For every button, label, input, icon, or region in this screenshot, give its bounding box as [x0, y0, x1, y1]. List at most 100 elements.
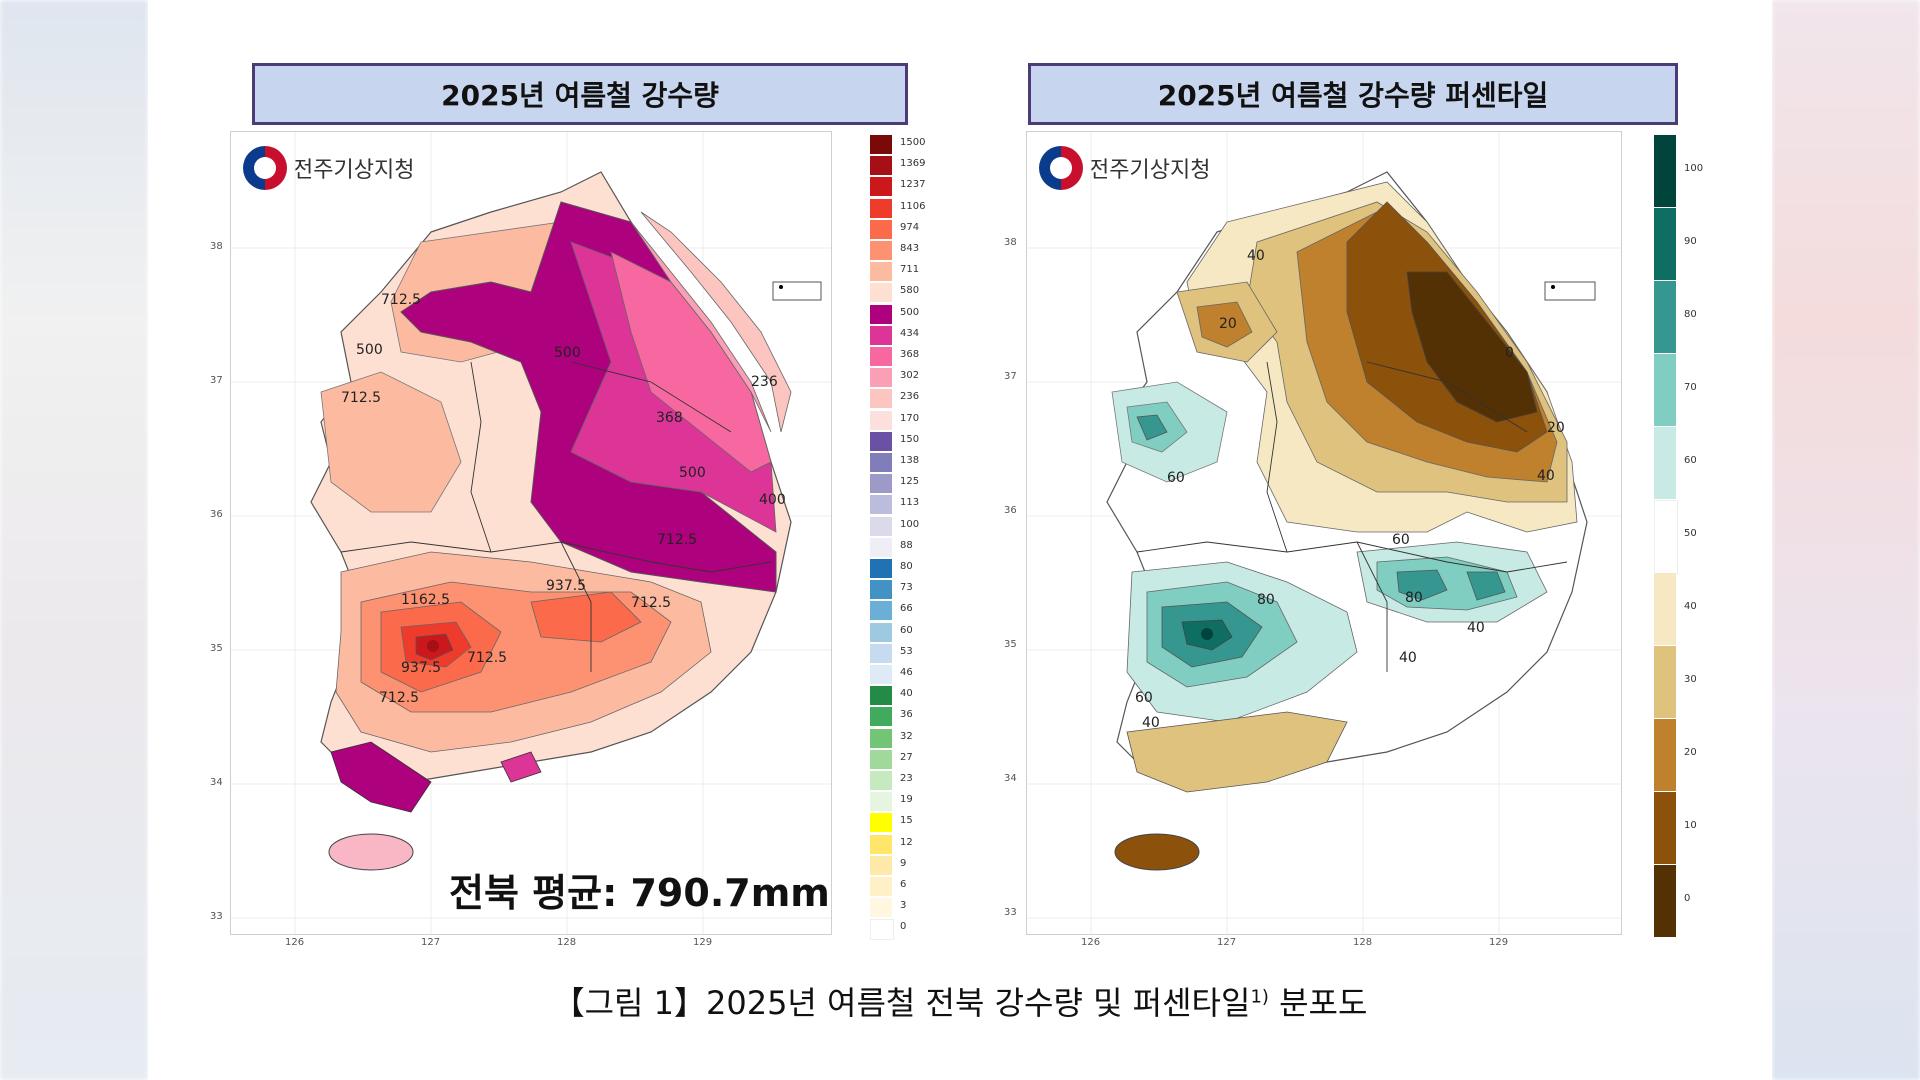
precipitation-title: 2025년 여름철 강수량: [252, 63, 908, 125]
contour-label: 80: [1405, 590, 1423, 606]
lat-tick: 35: [210, 643, 223, 654]
legend-swatch: [870, 559, 892, 578]
legend-label: 19: [900, 794, 913, 806]
contour-label: 368: [656, 410, 683, 426]
lon-tick: 129: [1489, 937, 1509, 948]
precipitation-panel: 2025년 여름철 강수량 전주기상지청: [210, 55, 1030, 948]
precipitation-map-frame: 전주기상지청: [230, 131, 832, 935]
lat-tick: 38: [210, 241, 223, 252]
lat-tick: 38: [1004, 237, 1017, 248]
contour-label: 40: [1467, 620, 1485, 636]
legend-swatch: [870, 771, 892, 790]
legend-label: 20: [1684, 747, 1697, 758]
legend-label: 500: [900, 306, 920, 318]
lon-tick: 127: [421, 937, 441, 948]
lon-tick: 126: [1081, 937, 1101, 948]
contour-label: 937.5: [401, 660, 441, 676]
legend-label: 40: [1684, 601, 1697, 612]
legend-label: 53: [900, 645, 913, 657]
legend-swatch: [870, 241, 892, 260]
legend-swatch: [870, 898, 892, 918]
legend-label: 9: [900, 857, 907, 869]
legend-label: 60: [900, 624, 913, 636]
legend-label: 66: [900, 603, 913, 615]
contour-label: 20: [1547, 420, 1565, 436]
legend-swatch: [870, 262, 892, 282]
contour-label: 400: [759, 492, 786, 508]
legend-label: 138: [900, 455, 920, 466]
legend-label: 1106: [900, 200, 926, 212]
lat-tick: 37: [210, 375, 223, 386]
legend-label: 12: [900, 836, 913, 848]
legend-swatch: [870, 728, 892, 748]
contour-label: 40: [1142, 715, 1160, 731]
legend-label: 100: [1684, 163, 1704, 174]
legend-swatch: [870, 304, 892, 324]
legend-label: 170: [900, 412, 920, 424]
legend-swatch: [1654, 208, 1676, 280]
legend-swatch: [870, 410, 892, 430]
lat-tick: 36: [210, 509, 223, 520]
contour-label: 500: [554, 345, 581, 361]
caption-prefix: 【그림 1】: [552, 984, 706, 1022]
legend-swatch: [1654, 865, 1676, 937]
contour-label: 712.5: [631, 595, 671, 611]
legend-label: 60: [1684, 455, 1697, 466]
legend-swatch: [870, 325, 892, 345]
legend-swatch: [870, 665, 892, 684]
lon-tick: 127: [1217, 937, 1237, 948]
legend-swatch: [1654, 135, 1676, 207]
legend-label: 1237: [900, 179, 926, 191]
legend-label: 580: [900, 285, 920, 297]
logo-text: 전주기상지청: [293, 158, 415, 183]
percentile-map-frame: 전주기상지청: [1026, 131, 1622, 935]
lon-tick: 128: [557, 937, 577, 948]
precipitation-average: 전북 평균: 790.7mm: [449, 871, 830, 915]
contour-label: 60: [1135, 690, 1153, 706]
contour-label: 500: [679, 465, 706, 481]
contour-label: 500: [356, 342, 383, 358]
kma-emblem-icon: [1039, 146, 1083, 190]
legend-swatch: [1654, 646, 1676, 718]
legend-swatch: [870, 601, 892, 621]
legend-swatch: [870, 431, 892, 451]
legend-label: 32: [900, 730, 913, 742]
caption-footnote: 1): [1250, 986, 1269, 1008]
lat-tick: 35: [1004, 639, 1017, 650]
contour-label: 937.5: [546, 578, 586, 594]
legend-swatch: [870, 156, 892, 176]
legend-label: 36: [900, 709, 913, 721]
lon-tick: 128: [1353, 937, 1373, 948]
contour-label: 712.5: [341, 390, 381, 406]
contour-label: 236: [751, 374, 778, 390]
legend-swatch: [870, 368, 892, 388]
legend-label: 27: [900, 751, 913, 763]
legend-label: 1369: [900, 158, 926, 170]
caption-suffix: 분포도: [1279, 984, 1368, 1022]
legend-label: 30: [1684, 674, 1697, 685]
legend-label: 90: [1684, 236, 1697, 247]
jeju-island: [328, 833, 414, 871]
figure-stage: 2025년 여름철 강수량 전주기상지청: [148, 0, 1772, 1080]
legend-swatch: [1654, 719, 1676, 791]
percentile-panel: 2025년 여름철 강수량 퍼센타일 전주기상지청: [1004, 55, 1816, 948]
contour-label: 60: [1167, 470, 1185, 486]
legend-label: 3: [900, 900, 907, 912]
contour-label: 712.5: [657, 532, 697, 548]
legend-swatch: [870, 389, 892, 409]
legend-label: 236: [900, 391, 920, 403]
legend-label: 80: [900, 561, 913, 572]
caption-main: 2025년 여름철 전북 강수량 및 퍼센타일: [705, 984, 1251, 1022]
legend-swatch: [870, 135, 892, 154]
jeju-island: [1114, 833, 1200, 871]
legend-label: 150: [900, 433, 920, 445]
legend-label: 711: [900, 264, 920, 276]
legend-label: 73: [900, 582, 913, 594]
legend-swatch: [870, 686, 892, 706]
legend-label: 302: [900, 370, 920, 382]
legend-swatch: [870, 792, 892, 812]
legend-label: 125: [900, 476, 920, 488]
legend-label: 70: [1684, 382, 1697, 393]
contour-label: 712.5: [381, 292, 421, 308]
contour-label: 80: [1257, 592, 1275, 608]
